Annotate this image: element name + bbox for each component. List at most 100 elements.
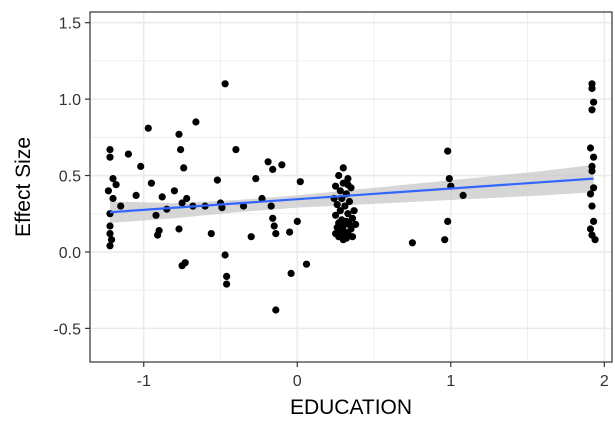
data-point [132,191,140,199]
data-points [104,80,599,314]
data-point [175,130,183,138]
data-point [175,225,183,233]
data-point [348,233,357,241]
data-point [192,118,200,126]
data-point [588,167,596,175]
data-point [154,231,162,239]
confidence-band-layer [110,164,594,223]
x-tick-label: -1 [137,373,151,390]
data-point [178,199,186,207]
data-point [269,165,277,173]
data-point [336,187,344,195]
data-point [332,182,340,190]
data-point [137,162,145,170]
data-point [252,175,260,183]
data-point [302,260,311,268]
data-point [223,280,231,288]
data-point [109,194,117,203]
data-point [180,164,188,172]
data-point [264,158,272,166]
data-point [459,191,467,199]
x-tick-label: 0 [293,373,302,390]
data-point [586,190,595,198]
x-tick-label: 1 [446,373,455,390]
x-axis: -1 0 1 2 [137,362,609,390]
data-point [441,236,449,244]
data-point [152,211,160,219]
data-point [296,178,304,186]
data-point [106,153,114,161]
data-point [348,214,357,222]
data-point [109,175,117,183]
data-point [335,171,343,180]
data-point [269,214,277,222]
data-point [336,207,344,215]
data-point [333,201,341,209]
data-point [287,269,295,277]
data-point [213,176,221,184]
data-point [591,236,599,244]
data-point [590,184,598,192]
data-point [247,233,255,241]
data-point [339,236,347,244]
data-point [272,306,280,314]
data-point [588,84,596,92]
data-point [350,207,358,215]
data-point [590,153,598,161]
data-point [239,202,248,210]
y-axis: -0.5 0.0 0.5 1.0 1.5 [53,16,90,338]
data-point [178,262,186,270]
data-point [207,230,215,238]
data-point [444,147,452,155]
data-point [232,146,240,154]
data-point [104,187,112,195]
data-point [177,146,185,154]
data-point [106,230,114,238]
y-tick-label: 1.0 [59,92,81,109]
data-point [270,222,278,230]
y-tick-label: 1.5 [59,16,81,33]
data-point [339,164,347,172]
y-axis-title: Effect Size [12,137,35,237]
data-point [106,222,114,230]
x-axis-title: EDUCATION [290,396,412,419]
data-point [588,202,596,210]
data-point [444,217,452,225]
data-point [267,202,275,210]
data-point [332,230,340,238]
data-point [223,272,231,280]
fit-line-layer [109,177,594,214]
data-point [272,230,280,238]
data-point [124,150,132,158]
data-point [221,80,229,88]
data-point [590,217,598,225]
panel-border [89,11,613,363]
data-point [144,124,152,132]
x-tick-label: 2 [600,373,609,390]
data-point [445,175,453,183]
data-point [344,181,352,189]
y-tick-label: 0.0 [59,245,81,262]
data-point [107,236,116,244]
confidence-band [110,164,594,223]
data-point [218,204,226,212]
data-point [106,242,114,250]
data-point [183,194,191,203]
data-point [258,194,266,203]
data-point [332,211,340,219]
data-point [117,202,125,210]
y-tick-label: -0.5 [53,321,81,338]
data-point [278,161,286,169]
data-point [293,217,301,225]
data-point [408,239,416,247]
data-point [158,193,166,201]
data-point [588,106,596,114]
data-point [112,181,120,189]
data-point [344,175,352,183]
fit-line [109,177,594,214]
data-point [170,187,178,195]
data-point [344,210,352,218]
data-point [352,220,360,228]
data-point [341,202,349,210]
